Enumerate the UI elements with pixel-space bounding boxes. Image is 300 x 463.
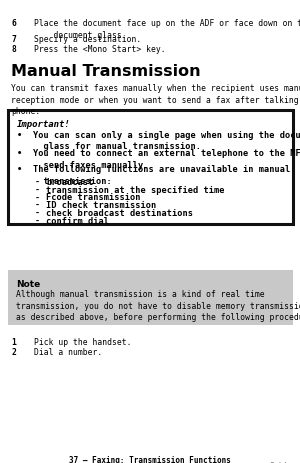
Text: 6: 6 [11, 19, 16, 28]
Text: Manual Transmission: Manual Transmission [11, 64, 201, 79]
Text: Important!: Important! [16, 119, 70, 128]
Bar [8, 271, 292, 325]
Text: You can transmit faxes manually when the recipient uses manual
reception mode or: You can transmit faxes manually when the… [11, 84, 300, 116]
Text: •: • [16, 149, 22, 158]
Text: ID check transmission: ID check transmission [46, 201, 157, 210]
Text: Press the <Mono Start> key.: Press the <Mono Start> key. [34, 44, 166, 53]
Bar [8, 111, 292, 224]
Text: transmission at the specified time: transmission at the specified time [46, 185, 225, 194]
Text: 8: 8 [11, 44, 16, 53]
Text: -: - [34, 201, 40, 210]
Text: Place the document face up on the ADF or face down on the
    document glass.: Place the document face up on the ADF or… [34, 19, 300, 40]
Text: 37 – Faxing: Transmission Functions: 37 – Faxing: Transmission Functions [69, 455, 231, 463]
Text: You can scan only a single page when using the document
  glass for manual trans: You can scan only a single page when usi… [33, 131, 300, 151]
Text: Pick up the handset.: Pick up the handset. [34, 337, 132, 346]
Text: broadcast: broadcast [46, 177, 94, 186]
Text: -: - [34, 217, 40, 225]
Text: -: - [34, 185, 40, 194]
Text: The following functions are unavailable in manual
  transmission:: The following functions are unavailable … [33, 165, 290, 185]
Text: 2: 2 [11, 348, 16, 357]
Text: Fcode transmission: Fcode transmission [46, 193, 141, 202]
Text: Although manual transmission is a kind of real time
transmission, you do not hav: Although manual transmission is a kind o… [16, 290, 300, 322]
Text: •: • [16, 131, 22, 139]
Text: -: - [34, 209, 40, 218]
Text: You need to connect an external telephone to the MFP to
  send faxes manually.: You need to connect an external telephon… [33, 149, 300, 169]
Text: -: - [34, 177, 40, 186]
Text: •: • [16, 165, 22, 174]
Text: Note: Note [16, 280, 41, 288]
Text: 1: 1 [11, 337, 16, 346]
Text: Guide: Guide [269, 461, 291, 463]
Text: 7: 7 [11, 35, 16, 44]
Text: confirm dial: confirm dial [46, 217, 110, 225]
Text: check broadcast destinations: check broadcast destinations [46, 209, 194, 218]
Text: Dial a number.: Dial a number. [34, 348, 103, 357]
Text: Specify a destination.: Specify a destination. [34, 35, 142, 44]
Text: -: - [34, 193, 40, 202]
